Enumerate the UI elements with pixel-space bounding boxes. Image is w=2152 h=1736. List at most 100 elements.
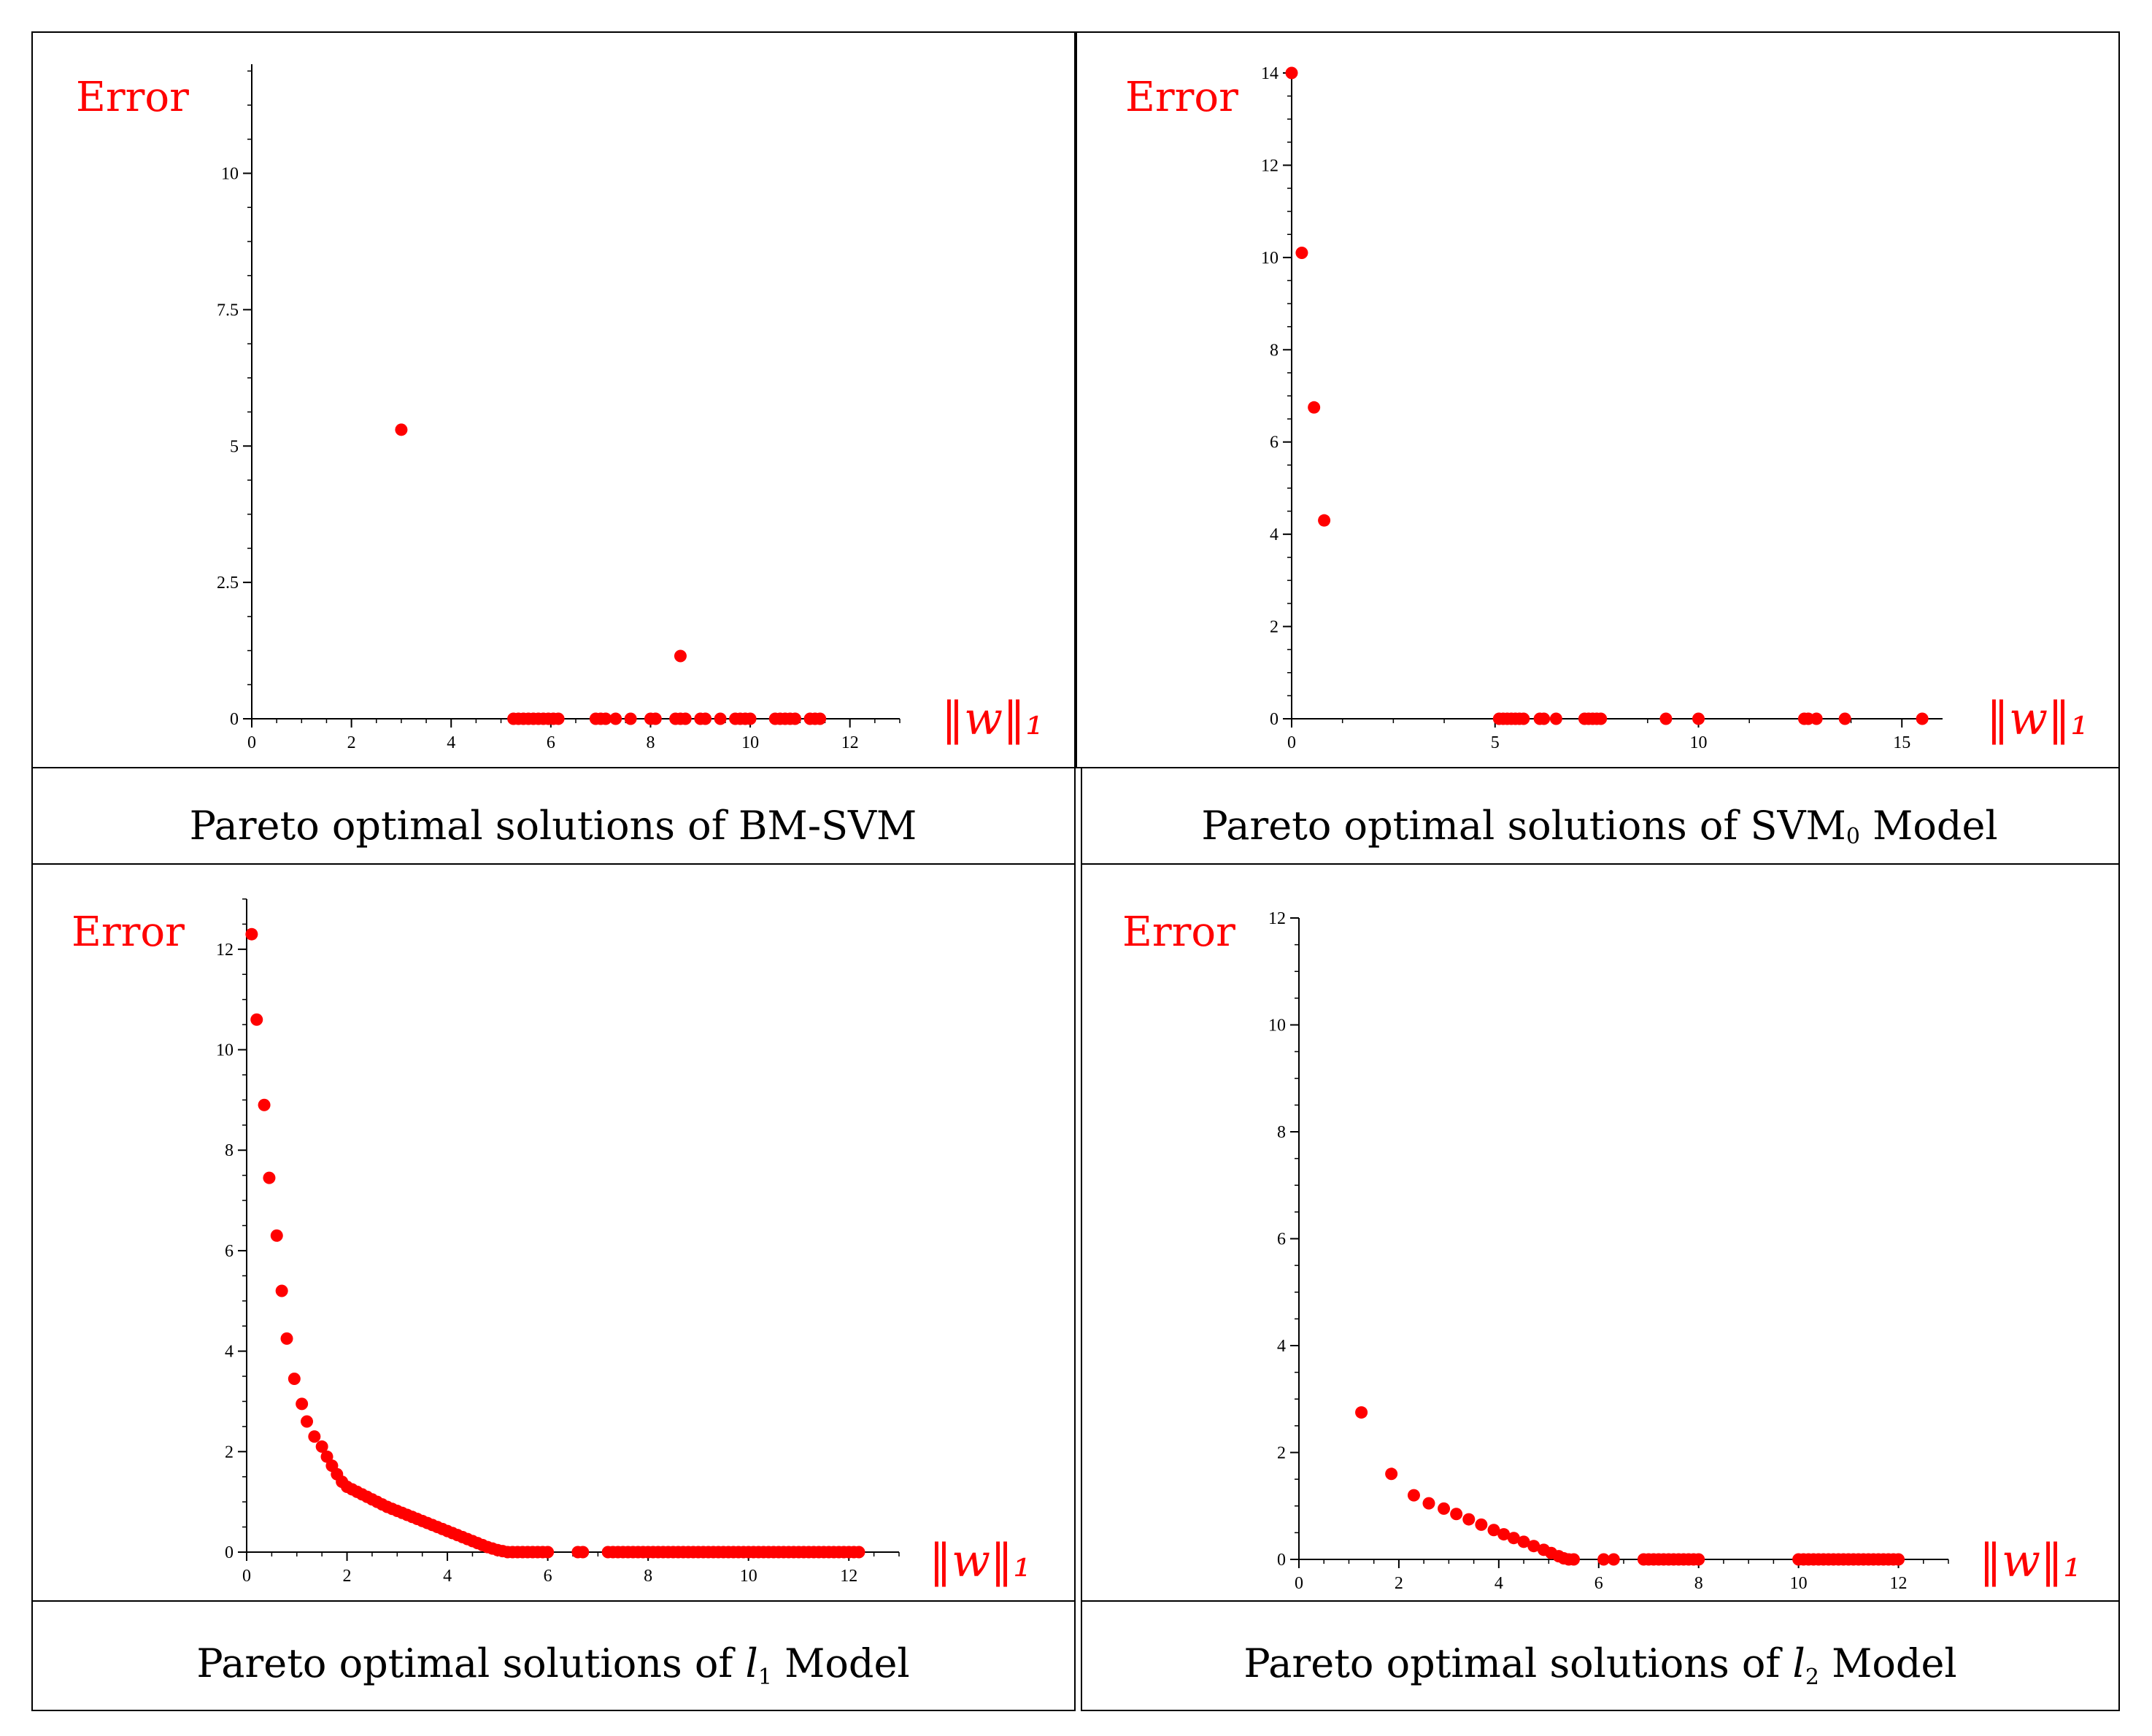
x-tick-label: 0	[247, 733, 256, 752]
y-tick-label: 2.5	[217, 574, 239, 593]
data-point	[1692, 1553, 1705, 1566]
y-axis-label: Error	[1125, 74, 1238, 121]
data-point	[395, 423, 408, 436]
y-tick-label: 5	[230, 437, 239, 456]
y-tick-label: 12	[216, 941, 234, 960]
data-point	[320, 1450, 333, 1463]
chart-caption: Pareto optimal solutions of BM-SVM	[190, 803, 917, 849]
x-axis-label: ‖w‖₁	[1986, 692, 2089, 745]
x-tick-label: 8	[1694, 1574, 1703, 1593]
data-point	[315, 1440, 328, 1453]
chart-caption: Pareto optimal solutions of l1 Model	[196, 1640, 909, 1690]
x-tick-label: 12	[841, 733, 859, 752]
data-point	[624, 712, 637, 725]
y-tick-label: 12	[1268, 909, 1286, 928]
y-tick-label: 2	[1270, 618, 1279, 637]
data-point	[250, 1013, 263, 1026]
data-point	[852, 1546, 865, 1559]
data-point	[714, 712, 727, 725]
y-tick-label: 14	[1261, 64, 1279, 83]
x-tick-label: 10	[1790, 1574, 1808, 1593]
data-point	[263, 1171, 276, 1184]
data-point	[1892, 1553, 1905, 1566]
y-tick-label: 0	[1270, 710, 1279, 729]
x-tick-label: 12	[1890, 1574, 1908, 1593]
data-point	[679, 712, 692, 725]
data-point	[1538, 712, 1551, 725]
y-tick-label: 8	[1270, 341, 1279, 360]
x-tick-label: 4	[1495, 1574, 1503, 1593]
data-point	[674, 649, 687, 663]
data-point	[599, 712, 612, 725]
y-tick-label: 6	[225, 1242, 234, 1261]
chart-caption: Pareto optimal solutions of l2 Model	[1243, 1640, 1956, 1690]
data-point	[1517, 712, 1530, 725]
data-point	[1308, 401, 1321, 414]
caption-variable: l	[1793, 1640, 1805, 1686]
data-point	[814, 712, 827, 725]
y-tick-label: 0	[1277, 1551, 1286, 1570]
y-tick-label: 0	[225, 1543, 234, 1562]
x-tick-label: 10	[1690, 733, 1708, 752]
data-point	[1462, 1513, 1476, 1526]
y-tick-label: 8	[1277, 1123, 1286, 1142]
data-point	[258, 1098, 271, 1111]
data-point	[1497, 1528, 1511, 1541]
caption-suffix: Model	[1860, 803, 1998, 849]
frame-plot-3	[31, 863, 1076, 1602]
data-point	[1438, 1502, 1451, 1515]
data-point	[1916, 712, 1929, 725]
data-point	[1659, 712, 1673, 725]
data-point	[296, 1397, 309, 1411]
data-point	[288, 1372, 301, 1385]
data-point	[1549, 712, 1562, 725]
caption-text: Pareto optimal solutions of	[196, 1640, 745, 1686]
data-point	[1810, 712, 1823, 725]
data-point	[1507, 1532, 1520, 1545]
x-tick-label: 0	[242, 1567, 251, 1586]
data-point	[1527, 1540, 1540, 1553]
data-point	[649, 712, 662, 725]
y-axis-label: Error	[1122, 908, 1235, 956]
y-tick-label: 6	[1277, 1230, 1286, 1249]
data-point	[1450, 1508, 1463, 1521]
x-tick-label: 10	[741, 733, 759, 752]
y-tick-label: 10	[1261, 249, 1279, 268]
data-point	[1355, 1406, 1368, 1419]
caption-suffix: Model	[772, 1640, 910, 1686]
frame-caption-4	[1081, 1600, 2120, 1711]
data-point	[308, 1430, 321, 1443]
y-tick-label: 4	[225, 1343, 234, 1362]
y-tick-label: 0	[230, 710, 239, 729]
frame-plot-1	[31, 31, 1076, 768]
data-point	[1318, 514, 1331, 527]
data-point	[1487, 1524, 1500, 1537]
chart-panel-2: Error ‖w‖₁ 0 5 10 15 0 2 4 6 8 10 12 14 Pareto opti…	[1125, 64, 2089, 849]
y-tick-label: 2	[225, 1443, 234, 1462]
caption-subscript: 1	[758, 1664, 772, 1690]
caption-text: Pareto optimal solutions of	[1243, 1640, 1792, 1686]
x-tick-label: 10	[740, 1567, 757, 1586]
chart-panel-3: Error ‖w‖₁ 0 2 4 6 8 10 12 0 2 4 6 8 10 12 Pareto opt…	[72, 898, 1031, 1690]
x-tick-label: 6	[544, 1567, 552, 1586]
y-tick-label: 8	[225, 1141, 234, 1160]
data-point	[275, 1284, 288, 1297]
x-tick-label: 8	[644, 1567, 652, 1586]
data-point	[245, 927, 258, 941]
data-point	[1285, 66, 1298, 80]
x-tick-label: 2	[347, 733, 356, 752]
y-tick-label: 4	[1270, 525, 1279, 544]
caption-subscript: 0	[1846, 824, 1860, 849]
data-point	[1422, 1497, 1435, 1510]
data-point	[1838, 712, 1851, 725]
data-point	[552, 712, 565, 725]
data-point	[1594, 712, 1608, 725]
data-point	[541, 1546, 555, 1559]
plot-area: 0 2 4 6 8 10 12 0 2.5 5 7.5 10	[217, 64, 900, 752]
x-tick-label: 2	[343, 1567, 352, 1586]
caption-subscript: 2	[1805, 1664, 1819, 1690]
data-point	[1407, 1489, 1420, 1502]
plot-area: 0 5 10 15 0 2 4 6 8 10 12 14	[1261, 64, 1943, 752]
y-tick-label: 12	[1261, 156, 1279, 175]
